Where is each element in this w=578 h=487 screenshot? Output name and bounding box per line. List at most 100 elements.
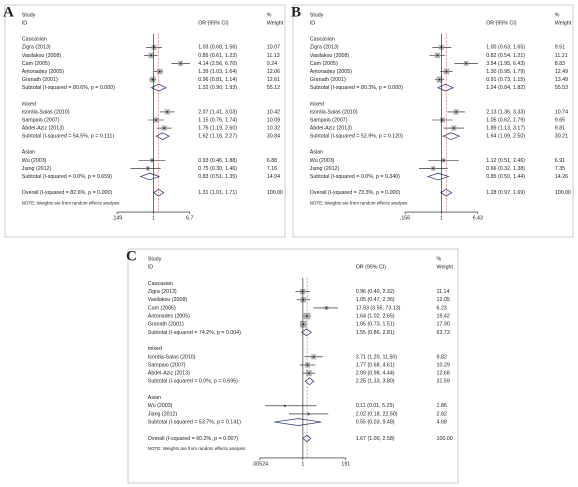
x-tick-label: .149 [112,215,122,221]
point-estimate [150,54,153,57]
weight-label: 30.21 [555,134,568,140]
header-id: ID [148,265,153,271]
row-label: Subtotal (I-squared = 80.6%, p = 0.000) [22,85,115,91]
header-effect: OR (95% CI) [486,20,517,26]
row-label: Subtotal (I-squared = 0.0%, p = 0.659) [22,174,112,180]
point-estimate [452,127,455,129]
effect-label: 1.62 (1.16, 2.27) [198,134,237,140]
effect-label: 2.09 (0.98, 4.44) [356,371,395,377]
row-label: Wu (2003) [22,158,47,164]
effect-label: 4.14 (2.56, 6.70) [198,61,237,67]
effect-label: 0.93 (0.46, 1.88) [198,158,237,164]
effect-label: 0.82 (0.54, 1.21) [486,53,525,59]
effect-label: 0.96 (0.81, 1.14) [198,77,237,83]
row-label: Subtotal (I-squared = 80.3%, p = 0.000) [310,85,403,91]
point-estimate [307,413,310,415]
weight-label: 12.61 [267,77,280,83]
effect-label: 0.83 (0.51, 1.35) [198,174,237,180]
pooled-diamond [304,377,315,386]
effect-label: 0.91 (0.73, 1.15) [486,77,525,83]
effect-label: 1.76 (1.19, 2.60) [198,125,237,131]
weight-label: 4.68 [437,419,447,425]
row-label: Antonades (2005) [22,69,64,75]
row-label: Isordia-Salas (2010) [22,109,70,115]
effect-label: 1.30 (0.95, 1.79) [486,69,525,75]
point-estimate [325,307,328,309]
effect-label: 1.89 (1.13, 3.17) [486,125,525,131]
weight-label: 6.91 [555,158,565,164]
x-tick-label: .156 [400,215,410,221]
effect-label: 2.13 (1.36, 3.33) [486,109,525,115]
weight-label: 11.14 [437,289,450,295]
effect-label: 1.32 (0.90, 1.93) [198,85,237,91]
row-label: Sampaio (2007) [148,362,186,368]
effect-label: 0.85 (0.50, 1.44) [486,174,525,180]
panel-frame [4,4,286,238]
group-label: mixed [310,101,324,107]
point-estimate [432,167,435,170]
row-label: Zigra (2013) [22,45,51,51]
group-label: Asian [22,150,35,156]
weight-label: 13.49 [555,77,568,83]
weight-label: 9.65 [555,117,565,123]
panel-letter: A [3,4,14,20]
point-estimate [283,404,286,407]
effect-label: 1.05 (0.47, 2.36) [356,297,395,303]
weight-label: 9.82 [437,354,447,360]
group-label: Caucasian [148,281,173,287]
row-label: Subtotal (I-squared = 74.2%, p = 0.004) [148,330,241,336]
weight-label: 12.68 [437,371,450,377]
pooled-diamond [440,188,453,197]
row-label: Subtotal (I-squared = 0.0%, p = 0.695) [148,379,238,385]
weight-label: 11.21 [555,53,568,59]
weight-label: 9.81 [555,125,565,131]
effect-label: 17.93 (3.55, 73.13) [356,305,401,311]
header-id: ID [310,20,315,26]
point-estimate [465,62,468,65]
header-effect: OR (95% CI) [198,20,229,26]
point-estimate [151,159,153,162]
weight-label: 2.82 [437,411,447,417]
weight-label: 9.51 [555,45,565,51]
x-tick-label: 191 [341,461,350,467]
row-label: Zigra (2013) [148,289,177,295]
group-label: Asian [310,150,323,156]
row-label: Granath (2001) [148,322,184,328]
header-weight: Weight [267,20,284,26]
header-pct: % [437,256,442,262]
row-label: Wu (2003) [148,403,173,409]
panel-frame [292,4,574,238]
point-estimate [308,372,310,375]
group-label: mixed [148,346,162,352]
point-estimate [179,62,182,65]
effect-label: 1.67 (1.00, 2.58) [356,436,395,442]
header-study: Study [22,12,36,18]
pooled-diamond [152,188,165,197]
row-label: Granath (2001) [22,77,58,83]
pooled-diamond [139,172,161,181]
point-estimate [151,78,154,81]
row-label: Overall (I-squared = 60.2%, p = 0.007) [148,436,239,442]
weight-label: 31.59 [437,379,450,385]
weight-label: 12.05 [437,297,450,303]
weight-label: 10.29 [437,362,450,368]
weight-label: 100.00 [267,190,283,196]
point-estimate [442,159,445,162]
row-label: Vasilakou (2008) [148,297,188,303]
effect-label: 3.54 (1.95, 6.43) [486,61,525,67]
group-label: mixed [22,101,36,107]
x-tick-label: 1 [440,215,443,221]
x-tick-label: 6.43 [473,215,483,221]
row-label: Wu (2003) [310,158,335,164]
group-label: Caucasian [22,37,47,43]
panel-letter: B [291,4,301,20]
pooled-diamond [437,83,454,92]
point-estimate [436,54,439,57]
row-label: Isordia-Salas (2010) [310,109,358,115]
row-label: Abdel-Aziz (2013) [310,125,352,131]
panel-letter: C [126,248,137,264]
weight-label: 10.07 [267,45,280,51]
row-label: Jiang (2012) [148,411,178,417]
pooled-diamond [442,132,461,140]
effect-label: 0.66 (0.32, 1.38) [486,166,525,172]
